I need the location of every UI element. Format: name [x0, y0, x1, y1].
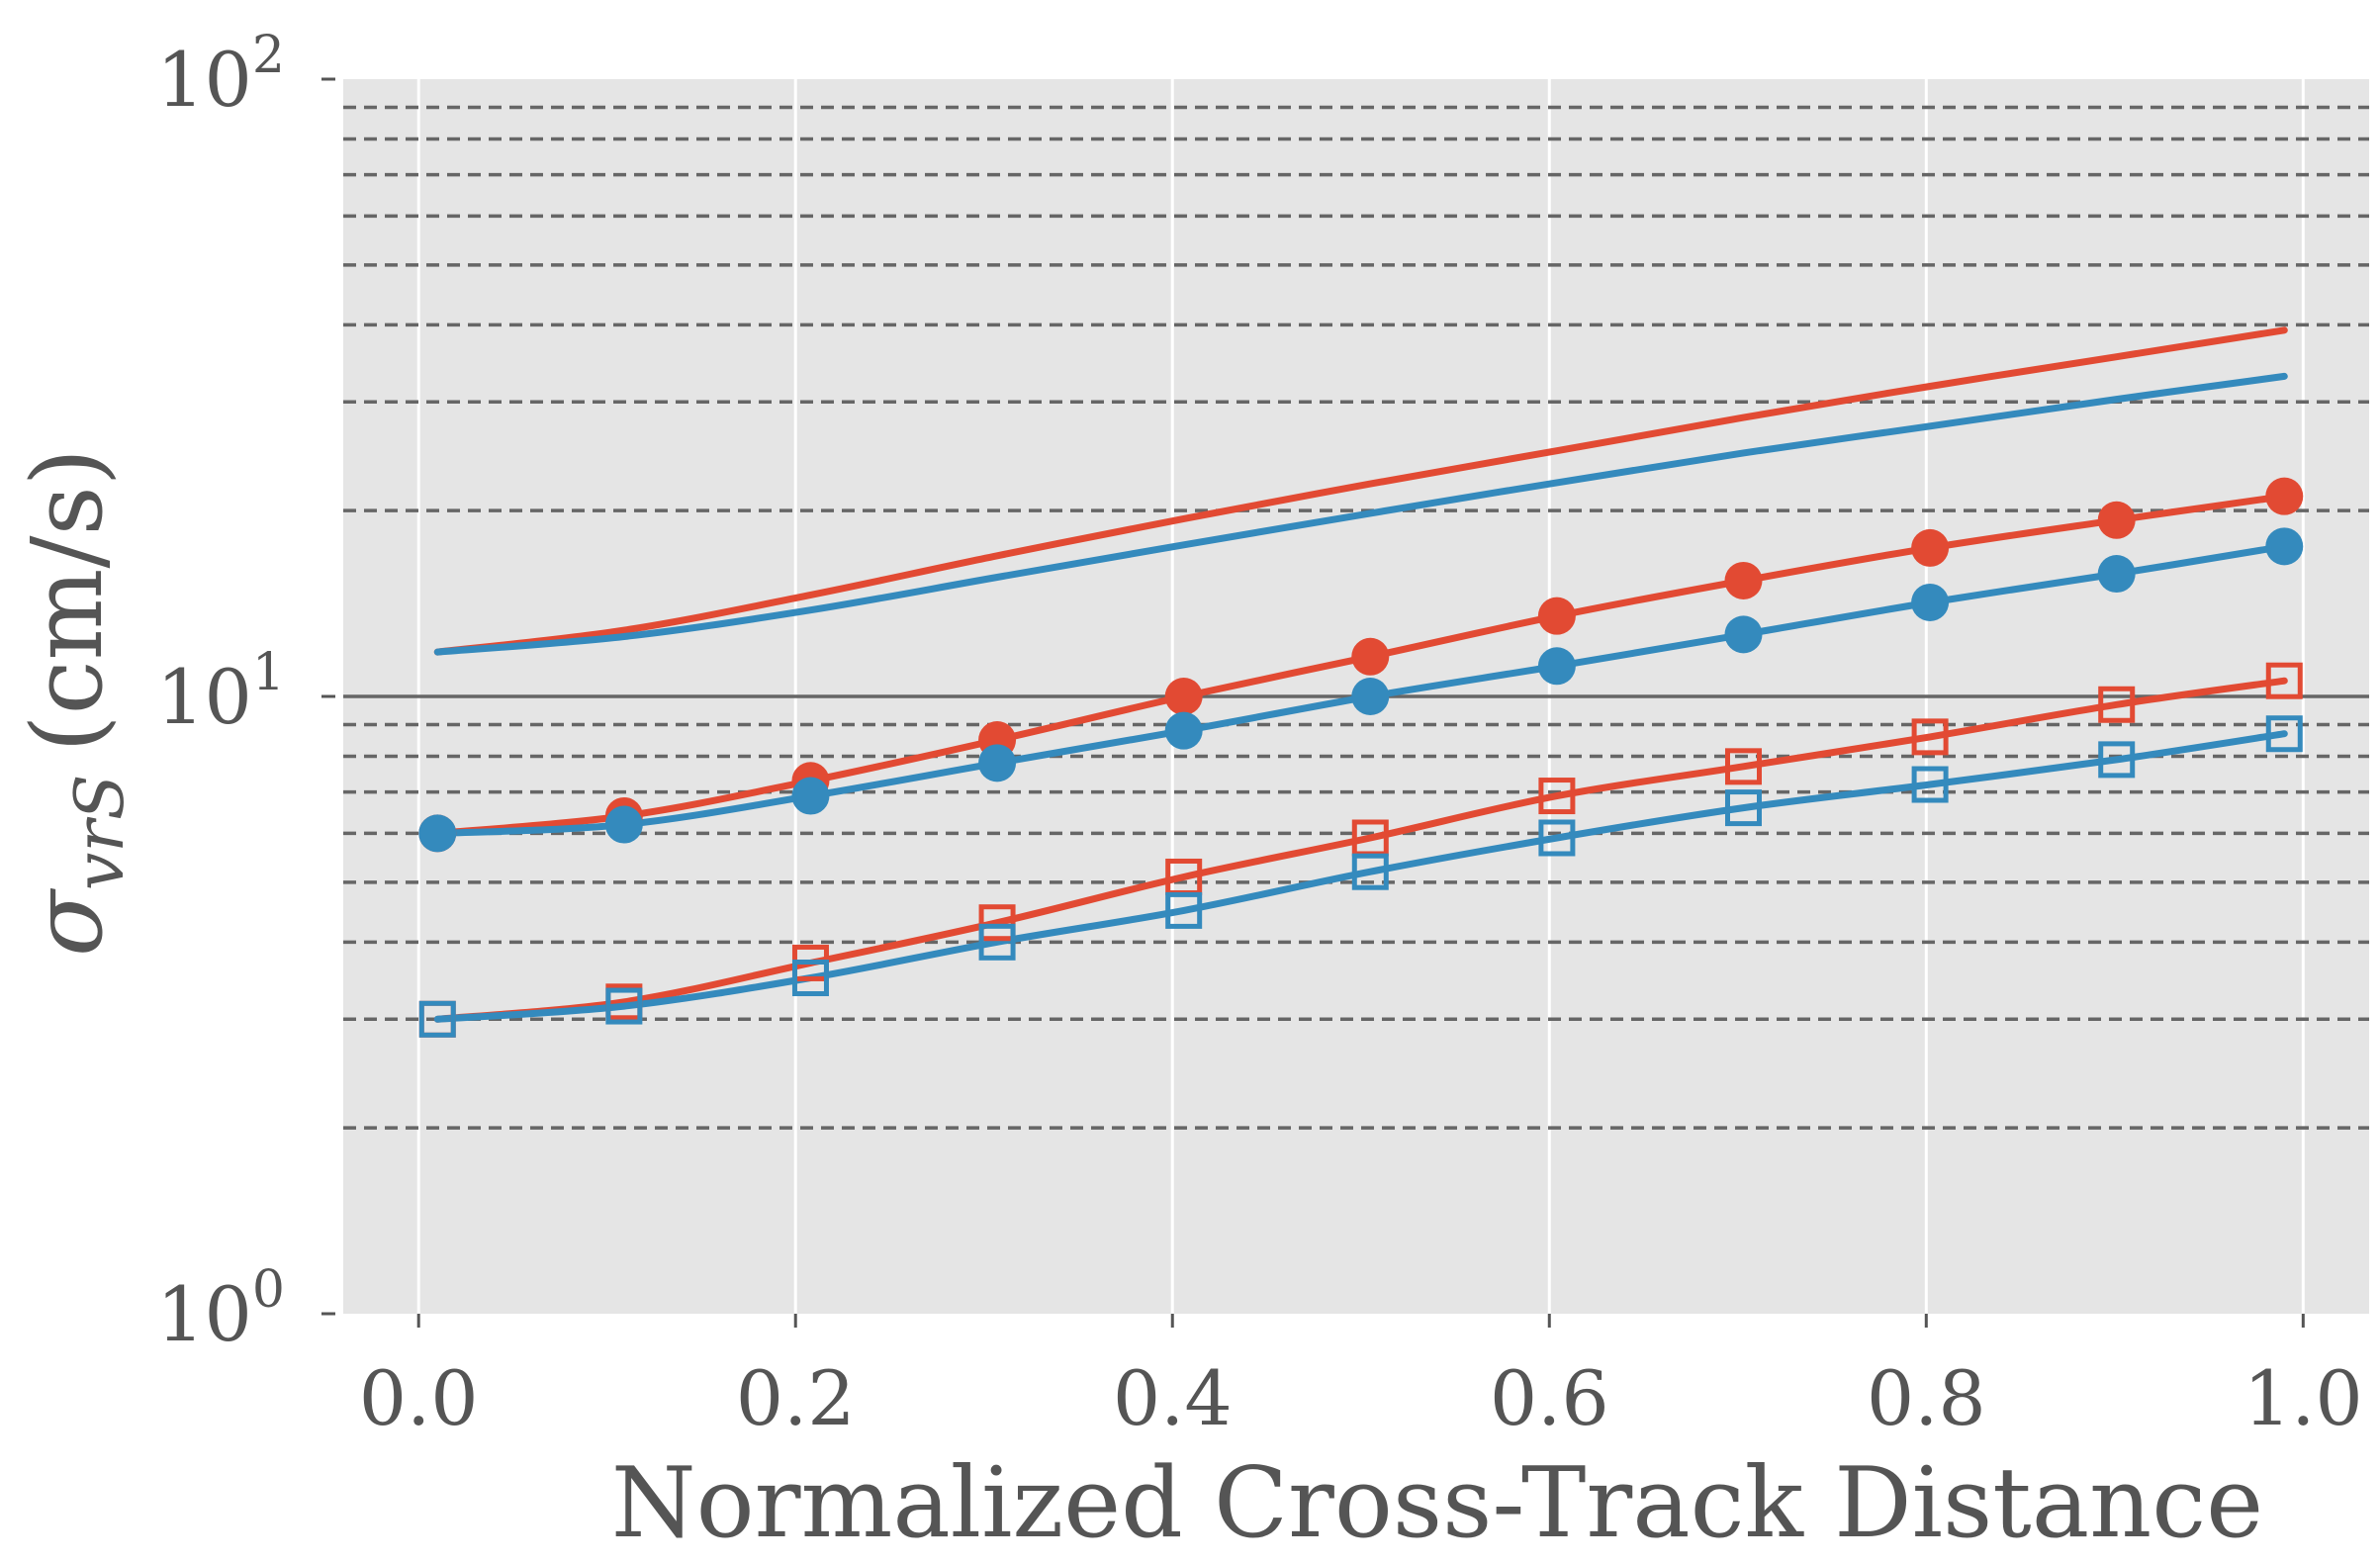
y-tick-label-exponent: 1: [252, 643, 285, 702]
square-marker-blue-square: [2265, 715, 2303, 753]
circle-marker-blue-circle: [604, 805, 643, 844]
circle-marker-blue-circle: [1351, 678, 1390, 715]
circle-marker-red-circle: [2265, 477, 2304, 515]
square-marker-red-square: [2265, 662, 2303, 699]
square-marker-blue-square: [1351, 853, 1389, 890]
circle-marker-blue-circle: [1911, 583, 1950, 621]
y-tick-label-exponent: 0: [252, 1260, 285, 1320]
square-marker-red-square: [978, 904, 1016, 942]
y-tick-label-base: 10: [156, 36, 252, 124]
circle-marker-blue-circle: [978, 744, 1017, 782]
series-line-blue-solid: [433, 372, 2288, 656]
square-marker-blue-square: [791, 960, 829, 997]
x-tick-label: 1.0: [2243, 1354, 2363, 1442]
x-tick-label: 0.6: [1490, 1354, 1609, 1442]
circle-marker-blue-circle: [791, 777, 830, 815]
circle-marker-red-circle: [1164, 678, 1203, 715]
y-axis-label-subscript: vrS: [61, 775, 139, 891]
circle-marker-blue-circle: [2265, 527, 2304, 566]
series-line-blue-square: [433, 730, 2288, 1023]
square-marker-red-square: [1725, 748, 1763, 785]
y-tick-label-exponent: 2: [252, 26, 285, 85]
x-tick-label: 0.8: [1867, 1354, 1986, 1442]
x-axis-label: Normalized Cross-Track Distance: [611, 1447, 2263, 1560]
x-tick-label: 0.0: [359, 1354, 479, 1442]
square-marker-blue-square: [978, 923, 1016, 961]
square-marker-blue-square: [1725, 789, 1763, 827]
circle-marker-blue-circle: [1724, 615, 1763, 654]
y-axis-label-symbol: σ: [12, 887, 125, 957]
circle-marker-red-circle: [1351, 637, 1390, 676]
circle-marker-red-circle: [1911, 528, 1950, 567]
square-marker-red-square: [1538, 778, 1576, 815]
y-axis-label-units: (cm/s): [12, 448, 125, 753]
square-marker-blue-square: [605, 987, 643, 1025]
circle-marker-red-circle: [1724, 561, 1763, 599]
y-tick-label: 102: [156, 26, 285, 124]
square-marker-red-square: [1911, 718, 1949, 756]
circle-marker-blue-circle: [1164, 711, 1203, 750]
y-tick-label: 101: [156, 643, 285, 741]
square-marker-blue-square: [418, 1000, 456, 1038]
square-marker-blue-square: [1165, 891, 1203, 929]
square-marker-blue-square: [1538, 819, 1576, 857]
series-line-red-square: [433, 677, 2288, 1023]
square-marker-blue-square: [1911, 766, 1949, 803]
series-markers: [418, 477, 2304, 1038]
y-tick-label-base: 10: [156, 1270, 252, 1358]
circle-marker-blue-circle: [1537, 647, 1576, 686]
square-marker-blue-square: [2098, 741, 2136, 779]
circle-marker-blue-circle: [418, 814, 457, 853]
x-tick-label: 0.2: [736, 1354, 856, 1442]
reference-lines: [343, 105, 2369, 1130]
square-marker-red-square: [2098, 686, 2136, 723]
y-tick-label: 100: [156, 1260, 285, 1358]
series-line-red-solid: [433, 326, 2288, 656]
x-tick-label: 0.4: [1113, 1354, 1233, 1442]
y-axis-label: σvrS (cm/s): [12, 448, 139, 957]
circle-marker-blue-circle: [2097, 555, 2136, 594]
circle-marker-red-circle: [2097, 501, 2136, 539]
circle-marker-red-circle: [1537, 597, 1576, 635]
y-tick-label-base: 10: [156, 653, 252, 741]
